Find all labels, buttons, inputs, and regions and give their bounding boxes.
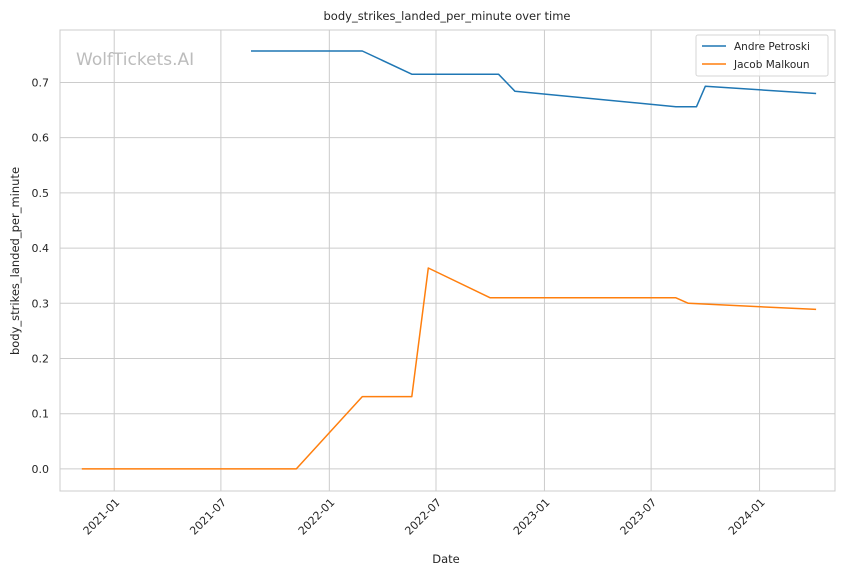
- y-tick-label: 0.2: [32, 352, 50, 365]
- legend-box: [695, 34, 829, 77]
- watermark: WolfTickets.AI: [76, 50, 194, 70]
- y-tick-label: 0.7: [32, 76, 50, 89]
- series-lines: [81, 50, 817, 470]
- y-tick-label: 0.5: [32, 187, 50, 200]
- legend-label-andre-petroski: Andre Petroski: [734, 41, 810, 53]
- y-tick-label: 0.0: [32, 463, 50, 476]
- y-tick-label: 0.6: [32, 132, 50, 145]
- gridlines: [60, 30, 835, 491]
- x-axis-title: Date: [432, 552, 460, 566]
- y-tick-label: 0.4: [32, 242, 50, 255]
- legend-label-jacob-malkoun: Jacob Malkoun: [733, 59, 810, 71]
- y-tick-label: 0.3: [32, 297, 50, 310]
- y-axis-title: body_strikes_landed_per_minute: [8, 167, 22, 355]
- plot-frame: [59, 29, 836, 492]
- chart-title: body_strikes_landed_per_minute over time: [324, 9, 571, 23]
- series-line-andre-petroski: [251, 50, 817, 108]
- legend: Andre Petroski Jacob Malkoun: [695, 34, 829, 77]
- series-line-jacob-malkoun: [81, 267, 817, 470]
- y-tick-label: 0.1: [32, 408, 50, 421]
- y-tick-labels: 0.0 0.1 0.2 0.3 0.4 0.5 0.6 0.7: [32, 76, 50, 475]
